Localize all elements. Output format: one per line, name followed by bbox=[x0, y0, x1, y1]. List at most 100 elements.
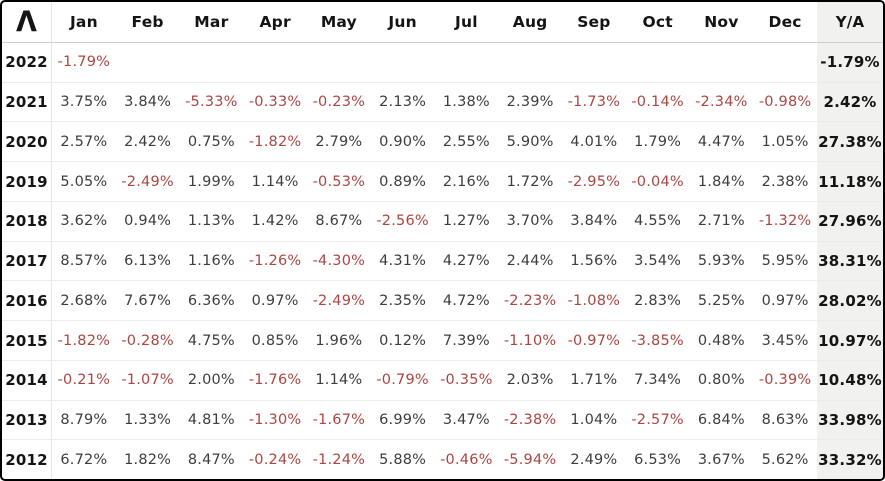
cell-2016-nov: 5.25% bbox=[697, 292, 745, 309]
cell-2015-nov: 0.48% bbox=[697, 332, 745, 349]
table-header-row: Λ Jan Feb Mar Apr May Jun Jul Aug Sep Oct Nov Dec Y/… bbox=[2, 2, 883, 43]
cell-2012-mar: 8.47% bbox=[187, 451, 235, 468]
cell-2020-dec: 1.05% bbox=[761, 133, 809, 150]
cell-2019-yearly-total: 11.18% bbox=[817, 162, 883, 201]
cell-2013-feb: 1.33% bbox=[124, 411, 172, 428]
column-header-dec: Dec bbox=[768, 13, 802, 31]
cell-2012-sep: 2.49% bbox=[570, 451, 618, 468]
cell-2020-jan: 2.57% bbox=[60, 133, 108, 150]
cell-2013-apr: -1.30% bbox=[248, 411, 302, 428]
cell-2021-nov: -2.34% bbox=[695, 94, 748, 111]
cell-2022-yearly-total: -1.79% bbox=[817, 43, 883, 82]
cell-2021-may: -0.23% bbox=[312, 94, 366, 111]
row-year-label: 2015 bbox=[2, 321, 52, 360]
column-header-jun: Jun bbox=[388, 13, 417, 31]
cell-2017-apr: -1.26% bbox=[248, 253, 302, 270]
cell-2013-may: -1.67% bbox=[312, 411, 366, 428]
cell-2021-aug: 2.39% bbox=[506, 94, 554, 111]
cell-2021-feb: 3.84% bbox=[124, 94, 172, 111]
cell-2017-oct: 3.54% bbox=[634, 253, 682, 270]
row-year-label: 2013 bbox=[2, 400, 52, 440]
row-year-label: 2022 bbox=[2, 43, 52, 82]
cell-2021-jun: 2.13% bbox=[379, 94, 427, 111]
cell-2017-mar: 1.16% bbox=[187, 253, 235, 270]
cell-2015-yearly-total: 10.97% bbox=[817, 321, 883, 360]
cell-2018-dec: -1.32% bbox=[758, 213, 812, 230]
cell-2014-aug: 2.03% bbox=[506, 372, 554, 389]
cell-2017-dec: 5.95% bbox=[761, 253, 809, 270]
column-header-aug: Aug bbox=[512, 13, 548, 31]
cell-2019-may: -0.53% bbox=[312, 173, 366, 190]
cell-2014-apr: -1.76% bbox=[248, 372, 302, 389]
cell-2018-jul: 1.27% bbox=[442, 213, 490, 230]
cell-2013-jan: 8.79% bbox=[60, 411, 108, 428]
cell-2013-nov: 6.84% bbox=[697, 411, 745, 428]
cell-2022-jan: -1.79% bbox=[57, 54, 111, 71]
cell-2012-feb: 1.82% bbox=[124, 451, 172, 468]
row-year-label: 2018 bbox=[2, 201, 52, 241]
cell-2015-apr: 0.85% bbox=[251, 332, 299, 349]
cell-2022-feb bbox=[116, 43, 180, 82]
cell-2018-nov: 2.71% bbox=[697, 213, 745, 230]
cell-2014-may: 1.14% bbox=[315, 372, 363, 389]
cell-2019-aug: 1.72% bbox=[506, 173, 554, 190]
cell-2020-sep: 4.01% bbox=[570, 133, 618, 150]
cell-2012-may: -1.24% bbox=[312, 451, 366, 468]
cell-2022-nov bbox=[690, 43, 754, 82]
cell-2018-aug: 3.70% bbox=[506, 213, 554, 230]
cell-2021-mar: -5.33% bbox=[185, 94, 238, 111]
table-row-2022: 2022 -1.79% -1.79% bbox=[2, 43, 883, 83]
cell-2012-jan: 6.72% bbox=[60, 451, 108, 468]
cell-2019-jul: 2.16% bbox=[442, 173, 490, 190]
cell-2018-yearly-total: 27.96% bbox=[817, 201, 883, 241]
cell-2014-dec: -0.39% bbox=[758, 372, 812, 389]
row-year-label: 2017 bbox=[2, 241, 52, 281]
cell-2020-oct: 1.79% bbox=[634, 133, 682, 150]
cell-2016-dec: 0.97% bbox=[761, 292, 809, 309]
cell-2016-aug: -2.23% bbox=[503, 292, 557, 309]
cell-2013-sep: 1.04% bbox=[570, 411, 618, 428]
cell-2018-oct: 4.55% bbox=[634, 213, 682, 230]
cell-2013-jun: 6.99% bbox=[379, 411, 427, 428]
cell-2022-jun bbox=[371, 43, 435, 82]
cell-2018-jun: -2.56% bbox=[376, 213, 429, 230]
cell-2019-mar: 1.99% bbox=[187, 173, 235, 190]
row-year-label: 2016 bbox=[2, 281, 52, 321]
cell-2016-yearly-total: 28.02% bbox=[817, 281, 883, 321]
column-header-may: May bbox=[320, 13, 357, 31]
cell-2018-mar: 1.13% bbox=[187, 213, 235, 230]
table-row-2020: 2020 2.57% 2.42% 0.75% -1.82% 2.79% 0.90% 2.55%… bbox=[2, 122, 883, 163]
table-row-2016: 2016 2.68% 7.67% 6.36% 0.97% -2.49% 2.35% 4.72%… bbox=[2, 281, 883, 322]
table-row-2019: 2019 5.05% -2.49% 1.99% 1.14% -0.53% 0.89% 2.16… bbox=[2, 162, 883, 202]
cell-2014-jan: -0.21% bbox=[57, 372, 111, 389]
row-year-label: 2021 bbox=[2, 82, 52, 122]
table-row-2015: 2015 -1.82% -0.28% 4.75% 0.85% 1.96% 0.12% 7.39… bbox=[2, 321, 883, 361]
cell-2018-feb: 0.94% bbox=[124, 213, 172, 230]
column-header-jan: Jan bbox=[69, 13, 98, 31]
cell-2021-sep: -1.73% bbox=[567, 94, 621, 111]
cell-2019-sep: -2.95% bbox=[567, 173, 621, 190]
cell-2014-jun: -0.79% bbox=[376, 372, 429, 389]
cell-2015-feb: -0.28% bbox=[121, 332, 174, 349]
cell-2018-may: 8.67% bbox=[315, 213, 363, 230]
cell-2017-nov: 5.93% bbox=[697, 253, 745, 270]
cell-2015-jul: 7.39% bbox=[442, 332, 490, 349]
cell-2016-jan: 2.68% bbox=[60, 292, 108, 309]
cell-2018-sep: 3.84% bbox=[570, 213, 618, 230]
cell-2021-jul: 1.38% bbox=[442, 94, 490, 111]
column-header-jul: Jul bbox=[455, 13, 478, 31]
cell-2021-dec: -0.98% bbox=[758, 94, 812, 111]
cell-2021-apr: -0.33% bbox=[248, 94, 302, 111]
column-header-apr: Apr bbox=[259, 13, 291, 31]
cell-2017-sep: 1.56% bbox=[570, 253, 618, 270]
cell-2012-oct: 6.53% bbox=[634, 451, 682, 468]
cell-2019-nov: 1.84% bbox=[697, 173, 745, 190]
cell-2020-may: 2.79% bbox=[315, 133, 363, 150]
logo-cell: Λ bbox=[2, 2, 52, 42]
cell-2017-aug: 2.44% bbox=[506, 253, 554, 270]
cell-2012-nov: 3.67% bbox=[697, 451, 745, 468]
table-row-2013: 2013 8.79% 1.33% 4.81% -1.30% -1.67% 6.99% 3.47… bbox=[2, 400, 883, 441]
cell-2022-may bbox=[307, 43, 371, 82]
cell-2016-oct: 2.83% bbox=[634, 292, 682, 309]
table-row-2018: 2018 3.62% 0.94% 1.13% 1.42% 8.67% -2.56% 1.27%… bbox=[2, 201, 883, 242]
